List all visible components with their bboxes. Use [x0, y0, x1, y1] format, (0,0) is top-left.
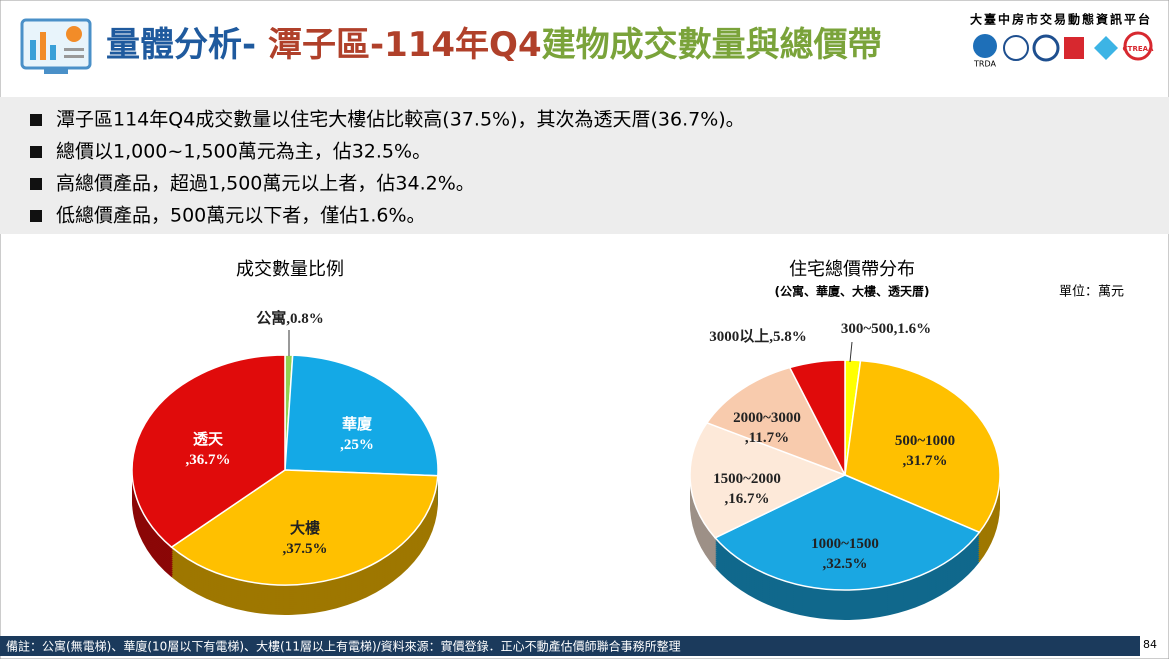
bullet-text: 低總價產品，500萬元以下者，僅佔1.6%。	[56, 205, 426, 227]
category-label: 1500~2000	[713, 471, 781, 487]
value-label: ,36.7%	[186, 452, 231, 468]
bullet-text: 高總價產品，超過1,500萬元以上者，佔34.2%。	[56, 173, 475, 195]
data-label: 大樓 ,37.5%	[283, 519, 328, 557]
value-label: ,16.7%	[725, 491, 770, 507]
bullet-marker	[30, 146, 42, 158]
data-label: 華廈 ,25%	[340, 415, 374, 453]
platform: 大臺中房市交易動態資訊平台	[970, 12, 1152, 27]
logo-label: TRDA	[973, 60, 996, 69]
leader-line	[849, 341, 853, 363]
category-label: 1000~1500	[811, 536, 879, 552]
category-label: 大樓	[290, 519, 320, 537]
page-number: 84	[1143, 638, 1157, 651]
footer: 備註：公寓(無電梯)、華廈(10層以下有電梯)、大樓(11層以上有電梯)/資料來…	[6, 639, 681, 654]
data-label: 1500~2000 ,16.7%	[713, 471, 781, 507]
data-label: 300~500,1.6%	[841, 321, 931, 337]
title-a: 量體分析-	[106, 25, 256, 65]
category-label: 華廈	[342, 415, 372, 433]
title-b: 潭子區-114年Q4	[256, 25, 541, 65]
icon	[20, 18, 92, 74]
summary-band	[0, 97, 1169, 234]
category-label: 公寓	[256, 309, 286, 327]
title-c: 建物成交數量與總價帶	[542, 25, 882, 65]
data-label: 1000~1500 ,32.5%	[811, 536, 879, 572]
footer-bar	[0, 636, 1140, 656]
unit: 單位：萬元	[1059, 285, 1124, 300]
category-label: 500~1000	[895, 433, 955, 449]
bullet-marker	[30, 210, 42, 222]
data-label: 500~1000 ,31.7%	[895, 433, 955, 469]
data-label: 公寓,0.8%	[256, 309, 324, 327]
slice	[284, 354, 439, 477]
value-label: ,37.5%	[283, 541, 328, 557]
bullet-text: 潭子區114年Q4成交數量以住宅大樓佔比較高(37.5%)，其次為透天厝(36.…	[56, 109, 745, 131]
category-label: 300~500	[841, 321, 894, 337]
slice	[170, 469, 439, 586]
logo-label: CTREAA	[1123, 45, 1155, 53]
slice	[844, 359, 1001, 534]
bullet-marker	[30, 114, 42, 126]
slice	[705, 366, 847, 477]
value-label: ,11.7%	[745, 430, 789, 446]
value-label: ,31.7%	[903, 453, 948, 469]
title: 量體分析- 潭子區-114年Q4建物成交數量與總價帶	[106, 25, 882, 65]
slice	[713, 474, 981, 591]
value-label: ,1.6%	[894, 321, 932, 337]
chart-subtitle: (公寓、華廈、大樓、透天厝)	[775, 284, 930, 299]
bullet-marker	[30, 178, 42, 190]
value-label: ,32.5%	[823, 556, 868, 572]
data-label: 透天 ,36.7%	[186, 431, 231, 468]
chart-title: 住宅總價帶分布	[789, 259, 915, 280]
category-label: 2000~3000	[733, 410, 801, 426]
value-label: ,25%	[340, 437, 374, 453]
data-label: 2000~3000 ,11.7%	[733, 410, 801, 446]
slice	[788, 359, 846, 476]
data-label: 3000以上,5.8%	[709, 328, 807, 345]
logos: TRDA CTREAA	[973, 31, 1155, 69]
bullets: 潭子區114年Q4成交數量以住宅大樓佔比較高(37.5%)，其次為透天厝(36.…	[30, 109, 745, 227]
category-label: 3000以上	[709, 328, 769, 345]
slice	[131, 354, 286, 549]
value-label: ,5.8%	[769, 329, 807, 345]
slice	[689, 421, 847, 539]
value-label: ,0.8%	[286, 311, 324, 327]
category-label: 透天	[193, 431, 224, 448]
bullet-text: 總價以1,000~1,500萬元為主，佔32.5%。	[56, 141, 431, 163]
chart-title: 成交數量比例	[236, 259, 344, 280]
